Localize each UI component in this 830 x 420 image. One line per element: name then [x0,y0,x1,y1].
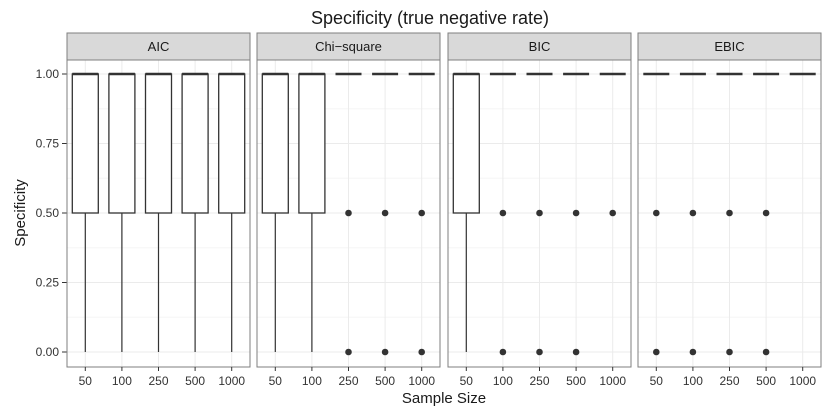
box-body [218,73,246,214]
facet-label: AIC [148,39,170,54]
outlier-point [609,209,616,217]
x-tick-label: 500 [756,374,776,388]
x-tick-label: 50 [650,374,664,388]
y-tick-label: 1.00 [36,67,60,81]
box-group [563,72,590,356]
facet-label: BIC [529,39,551,54]
box-group [753,72,780,356]
box-body [261,73,289,214]
y-axis: 0.00 0.25 0.50 0.75 1.00 [36,67,67,359]
outlier-point [572,209,580,217]
x-tick-label: 250 [148,374,168,388]
facet-strip [66,32,251,61]
box-body [108,73,136,214]
x-tick-label: 100 [302,374,322,388]
y-tick-label: 0.25 [36,276,60,290]
y-tick-label: 0.00 [36,345,60,359]
outlier-point [345,348,352,356]
box-group [144,72,173,352]
outlier-point [418,209,426,217]
facet-panel: EBIC 50 100 250 500 1000 [637,32,822,388]
chart-title: Specificity (true negative rate) [311,8,549,28]
x-tick-label: 1000 [599,374,626,388]
outlier-point [689,348,697,356]
outlier-point [653,348,660,356]
box-group [181,72,209,352]
outlier-point [689,209,697,217]
y-tick-label: 0.50 [36,206,60,220]
facet-label: Chi−square [315,39,382,54]
box-group [372,72,399,356]
facet-label: EBIC [714,39,744,54]
box-group [71,72,99,352]
x-tick-label: 50 [79,374,93,388]
x-tick-label: 50 [269,374,283,388]
box-group [679,72,706,356]
box-group [335,72,362,356]
outlier-point [345,209,352,217]
box-group [643,72,670,356]
x-tick-label: 500 [566,374,586,388]
x-tick-label: 1000 [218,374,245,388]
box-body [181,73,209,214]
box-group [599,72,626,217]
outlier-point [536,209,543,217]
outlier-point [572,348,580,356]
x-tick-label: 100 [112,374,132,388]
box-body [144,73,173,214]
facet-panel: AIC 50 100 250 500 1000 [66,32,251,388]
outlier-point [536,348,543,356]
box-group [218,72,246,352]
box-group [526,72,553,356]
outlier-point [762,348,770,356]
box-body [298,73,326,214]
outlier-point [653,209,660,217]
box-group [108,72,136,352]
box-group [261,72,289,352]
facet-strip [447,32,632,61]
outlier-point [726,209,733,217]
outlier-point [418,348,426,356]
facet-strip [637,32,822,61]
x-tick-label: 50 [460,374,474,388]
outlier-point [381,209,389,217]
outlier-point [499,348,507,356]
box-body [71,73,99,214]
x-tick-label: 500 [375,374,395,388]
box-group [452,72,480,352]
x-tick-label: 250 [529,374,549,388]
box-group [408,72,435,356]
x-axis-title: Sample Size [402,390,486,407]
facet-panel: BIC 50 100 250 500 1000 [447,32,632,388]
x-tick-label: 250 [719,374,739,388]
box-group [716,72,743,356]
outlier-point [762,209,770,217]
x-tick-label: 500 [185,374,205,388]
facet-panels: AIC 50 100 250 500 1000 Chi−square 50 100 250 500 1… [66,32,822,388]
box-group [298,72,326,352]
x-tick-label: 100 [683,374,703,388]
outlier-point [499,209,507,217]
outlier-point [381,348,389,356]
y-axis-title: Specificity [12,179,29,247]
x-tick-label: 250 [338,374,358,388]
facet-panel: Chi−square 50 100 250 500 1000 [256,32,441,388]
box-body [452,73,480,214]
y-tick-label: 0.75 [36,137,60,151]
x-tick-label: 100 [493,374,513,388]
outlier-point [726,348,733,356]
facet-strip [256,32,441,61]
x-tick-label: 1000 [408,374,435,388]
box-group [489,72,516,356]
x-tick-label: 1000 [789,374,816,388]
